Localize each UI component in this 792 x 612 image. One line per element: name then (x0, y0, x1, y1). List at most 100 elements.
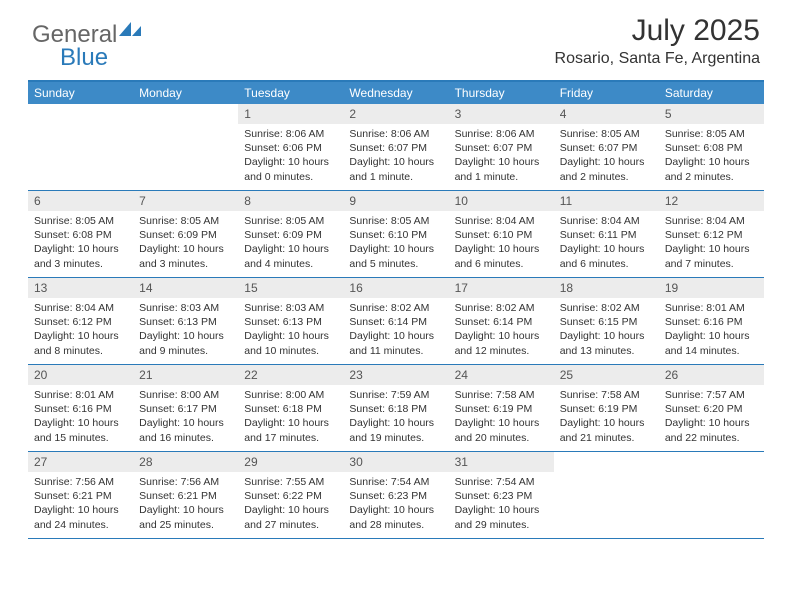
sunset-text: Sunset: 6:19 PM (560, 402, 653, 416)
day-number: 23 (343, 365, 448, 385)
day-info: Sunrise: 8:01 AMSunset: 6:16 PMDaylight:… (659, 298, 764, 362)
sunset-text: Sunset: 6:08 PM (34, 228, 127, 242)
day-cell: 10Sunrise: 8:04 AMSunset: 6:10 PMDayligh… (449, 191, 554, 277)
month-title: July 2025 (555, 14, 760, 48)
weeks-container: 1Sunrise: 8:06 AMSunset: 6:06 PMDaylight… (28, 104, 764, 539)
day-number: 18 (554, 278, 659, 298)
day-number: 5 (659, 104, 764, 124)
daylight-text: Daylight: 10 hours and 1 minute. (349, 155, 442, 183)
day-header-mon: Monday (133, 82, 238, 104)
day-cell: 31Sunrise: 7:54 AMSunset: 6:23 PMDayligh… (449, 452, 554, 538)
day-cell: 30Sunrise: 7:54 AMSunset: 6:23 PMDayligh… (343, 452, 448, 538)
week-row: 1Sunrise: 8:06 AMSunset: 6:06 PMDaylight… (28, 104, 764, 191)
day-cell: 12Sunrise: 8:04 AMSunset: 6:12 PMDayligh… (659, 191, 764, 277)
day-info: Sunrise: 8:00 AMSunset: 6:18 PMDaylight:… (238, 385, 343, 449)
day-cell: 13Sunrise: 8:04 AMSunset: 6:12 PMDayligh… (28, 278, 133, 364)
location: Rosario, Santa Fe, Argentina (555, 50, 760, 68)
sunrise-text: Sunrise: 8:01 AM (34, 388, 127, 402)
daylight-text: Daylight: 10 hours and 9 minutes. (139, 329, 232, 357)
sunset-text: Sunset: 6:10 PM (455, 228, 548, 242)
daylight-text: Daylight: 10 hours and 11 minutes. (349, 329, 442, 357)
sunrise-text: Sunrise: 7:56 AM (139, 475, 232, 489)
sunset-text: Sunset: 6:16 PM (34, 402, 127, 416)
sunrise-text: Sunrise: 7:54 AM (455, 475, 548, 489)
day-number: 16 (343, 278, 448, 298)
day-number: 13 (28, 278, 133, 298)
day-header-sun: Sunday (28, 82, 133, 104)
daylight-text: Daylight: 10 hours and 4 minutes. (244, 242, 337, 270)
daylight-text: Daylight: 10 hours and 14 minutes. (665, 329, 758, 357)
sunrise-text: Sunrise: 7:58 AM (560, 388, 653, 402)
day-number (659, 452, 764, 458)
day-info: Sunrise: 8:05 AMSunset: 6:10 PMDaylight:… (343, 211, 448, 275)
sunset-text: Sunset: 6:16 PM (665, 315, 758, 329)
sunrise-text: Sunrise: 7:54 AM (349, 475, 442, 489)
day-number (133, 104, 238, 110)
sunrise-text: Sunrise: 8:05 AM (560, 127, 653, 141)
day-number: 22 (238, 365, 343, 385)
sunrise-text: Sunrise: 8:03 AM (139, 301, 232, 315)
daylight-text: Daylight: 10 hours and 5 minutes. (349, 242, 442, 270)
sunrise-text: Sunrise: 8:00 AM (244, 388, 337, 402)
daylight-text: Daylight: 10 hours and 1 minute. (455, 155, 548, 183)
week-row: 13Sunrise: 8:04 AMSunset: 6:12 PMDayligh… (28, 278, 764, 365)
day-number: 14 (133, 278, 238, 298)
sunset-text: Sunset: 6:07 PM (455, 141, 548, 155)
sunset-text: Sunset: 6:08 PM (665, 141, 758, 155)
daylight-text: Daylight: 10 hours and 10 minutes. (244, 329, 337, 357)
daylight-text: Daylight: 10 hours and 3 minutes. (34, 242, 127, 270)
logo-text-part2-wrap: Blue (32, 44, 108, 72)
day-cell: 19Sunrise: 8:01 AMSunset: 6:16 PMDayligh… (659, 278, 764, 364)
day-cell: 7Sunrise: 8:05 AMSunset: 6:09 PMDaylight… (133, 191, 238, 277)
week-row: 6Sunrise: 8:05 AMSunset: 6:08 PMDaylight… (28, 191, 764, 278)
day-cell: 8Sunrise: 8:05 AMSunset: 6:09 PMDaylight… (238, 191, 343, 277)
day-number: 7 (133, 191, 238, 211)
sunrise-text: Sunrise: 8:03 AM (244, 301, 337, 315)
day-number: 28 (133, 452, 238, 472)
sunset-text: Sunset: 6:21 PM (139, 489, 232, 503)
day-cell (554, 452, 659, 538)
sunrise-text: Sunrise: 7:57 AM (665, 388, 758, 402)
day-number: 9 (343, 191, 448, 211)
sunset-text: Sunset: 6:10 PM (349, 228, 442, 242)
logo-sail-icon (119, 20, 141, 41)
day-cell: 9Sunrise: 8:05 AMSunset: 6:10 PMDaylight… (343, 191, 448, 277)
sunset-text: Sunset: 6:06 PM (244, 141, 337, 155)
day-info: Sunrise: 7:58 AMSunset: 6:19 PMDaylight:… (449, 385, 554, 449)
day-cell: 11Sunrise: 8:04 AMSunset: 6:11 PMDayligh… (554, 191, 659, 277)
day-cell: 1Sunrise: 8:06 AMSunset: 6:06 PMDaylight… (238, 104, 343, 190)
title-block: July 2025 Rosario, Santa Fe, Argentina (555, 14, 760, 68)
day-number: 21 (133, 365, 238, 385)
sunset-text: Sunset: 6:09 PM (139, 228, 232, 242)
header: General July 2025 Rosario, Santa Fe, Arg… (0, 0, 792, 74)
day-info: Sunrise: 8:05 AMSunset: 6:07 PMDaylight:… (554, 124, 659, 188)
day-number: 15 (238, 278, 343, 298)
day-number: 27 (28, 452, 133, 472)
sunset-text: Sunset: 6:15 PM (560, 315, 653, 329)
day-header-row: Sunday Monday Tuesday Wednesday Thursday… (28, 82, 764, 104)
day-info: Sunrise: 8:01 AMSunset: 6:16 PMDaylight:… (28, 385, 133, 449)
day-cell (133, 104, 238, 190)
day-info: Sunrise: 7:54 AMSunset: 6:23 PMDaylight:… (343, 472, 448, 536)
daylight-text: Daylight: 10 hours and 7 minutes. (665, 242, 758, 270)
sunrise-text: Sunrise: 7:58 AM (455, 388, 548, 402)
day-cell: 20Sunrise: 8:01 AMSunset: 6:16 PMDayligh… (28, 365, 133, 451)
day-cell: 3Sunrise: 8:06 AMSunset: 6:07 PMDaylight… (449, 104, 554, 190)
day-info: Sunrise: 8:00 AMSunset: 6:17 PMDaylight:… (133, 385, 238, 449)
sunset-text: Sunset: 6:13 PM (139, 315, 232, 329)
day-number (28, 104, 133, 110)
day-info: Sunrise: 8:03 AMSunset: 6:13 PMDaylight:… (133, 298, 238, 362)
day-header-sat: Saturday (659, 82, 764, 104)
day-info: Sunrise: 8:05 AMSunset: 6:08 PMDaylight:… (28, 211, 133, 275)
daylight-text: Daylight: 10 hours and 29 minutes. (455, 503, 548, 531)
sunrise-text: Sunrise: 8:06 AM (455, 127, 548, 141)
day-cell: 23Sunrise: 7:59 AMSunset: 6:18 PMDayligh… (343, 365, 448, 451)
sunset-text: Sunset: 6:23 PM (455, 489, 548, 503)
sunset-text: Sunset: 6:17 PM (139, 402, 232, 416)
sunrise-text: Sunrise: 8:02 AM (560, 301, 653, 315)
day-info: Sunrise: 7:58 AMSunset: 6:19 PMDaylight:… (554, 385, 659, 449)
day-number: 19 (659, 278, 764, 298)
day-number: 2 (343, 104, 448, 124)
day-cell: 24Sunrise: 7:58 AMSunset: 6:19 PMDayligh… (449, 365, 554, 451)
sunrise-text: Sunrise: 7:59 AM (349, 388, 442, 402)
